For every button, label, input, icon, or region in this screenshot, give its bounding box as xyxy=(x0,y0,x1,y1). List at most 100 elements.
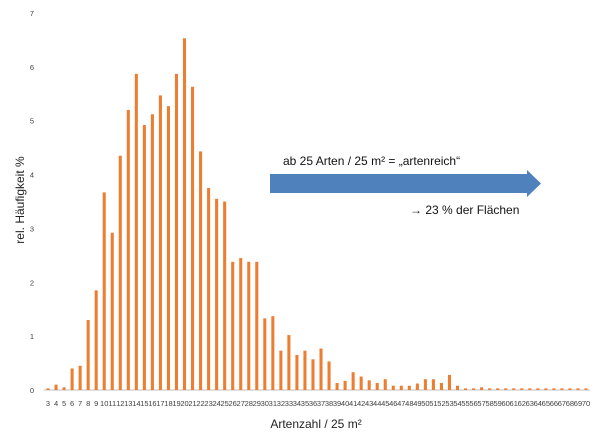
bar xyxy=(166,106,170,391)
bar xyxy=(512,388,516,390)
bar xyxy=(231,261,235,390)
bar xyxy=(375,382,379,390)
x-tick-label: 32 xyxy=(277,399,285,408)
bar xyxy=(359,376,363,390)
bar xyxy=(182,38,187,390)
bar xyxy=(78,365,82,390)
bar xyxy=(496,388,500,390)
bar xyxy=(552,388,556,390)
x-tick-label: 53 xyxy=(445,399,453,408)
bar xyxy=(447,374,452,390)
bar xyxy=(102,192,106,390)
x-tick-label: 57 xyxy=(477,399,485,408)
y-axis-ticks: 0 1 2 3 4 5 6 7 xyxy=(30,9,34,395)
x-tick-label: 14 xyxy=(132,399,140,408)
x-tick-label: 50 xyxy=(421,399,429,408)
bar xyxy=(528,388,532,390)
bar xyxy=(215,198,219,390)
bar xyxy=(423,379,427,390)
y-tick-label: 7 xyxy=(30,9,34,18)
bar xyxy=(455,385,460,390)
x-tick-label: 20 xyxy=(180,399,188,408)
bar xyxy=(407,385,411,390)
x-tick-label: 12 xyxy=(116,399,124,408)
x-tick-label: 55 xyxy=(461,399,469,408)
x-tick-label: 8 xyxy=(86,399,90,408)
threshold-annotation: ab 25 Arten / 25 m² = „artenreich“ xyxy=(283,154,460,168)
x-tick-label: 44 xyxy=(373,399,381,408)
bar xyxy=(584,388,588,390)
x-tick-label: 11 xyxy=(108,399,116,408)
x-tick-label: 63 xyxy=(526,399,534,408)
result-annotation: → 23 % der Flächen xyxy=(410,203,519,217)
x-tick-label: 26 xyxy=(229,399,237,408)
bar xyxy=(488,388,492,390)
x-tick-label: 15 xyxy=(140,399,148,408)
x-tick-label: 64 xyxy=(534,399,542,408)
bar xyxy=(327,361,331,390)
bar xyxy=(142,125,146,390)
bar xyxy=(126,109,130,390)
x-tick-label: 45 xyxy=(381,399,389,408)
x-tick-label: 60 xyxy=(502,399,510,408)
bar xyxy=(560,388,564,390)
bar xyxy=(335,382,339,390)
x-tick-label: 33 xyxy=(285,399,293,408)
bar xyxy=(311,359,315,390)
x-axis-title: Artenzahl / 25 m² xyxy=(270,417,361,431)
bar xyxy=(247,261,251,390)
x-tick-label: 52 xyxy=(437,399,445,408)
x-tick-label: 37 xyxy=(317,399,325,408)
bars xyxy=(46,38,588,391)
bar xyxy=(150,114,154,390)
x-tick-label: 58 xyxy=(485,399,493,408)
bar xyxy=(439,382,443,390)
x-tick-label: 17 xyxy=(156,399,164,408)
x-tick-label: 66 xyxy=(550,399,558,408)
bar xyxy=(94,290,98,390)
bar xyxy=(199,151,203,390)
bar xyxy=(279,350,283,390)
bar xyxy=(480,387,484,390)
bar xyxy=(54,384,58,390)
x-tick-label: 10 xyxy=(100,399,108,408)
bar xyxy=(134,73,138,390)
x-tick-label: 7 xyxy=(78,399,82,408)
x-tick-label: 36 xyxy=(309,399,317,408)
bar xyxy=(70,368,74,390)
bar xyxy=(431,379,435,390)
bar xyxy=(472,388,476,390)
bar xyxy=(568,388,572,390)
threshold-arrow xyxy=(270,170,541,197)
x-tick-label: 31 xyxy=(269,399,277,408)
bar xyxy=(576,388,580,390)
bar xyxy=(383,379,387,390)
x-tick-label: 39 xyxy=(333,399,341,408)
x-tick-label: 3 xyxy=(46,399,50,408)
x-tick-label: 40 xyxy=(341,399,349,408)
bar xyxy=(271,316,275,390)
bar xyxy=(110,232,114,390)
x-tick-label: 9 xyxy=(94,399,98,408)
bar xyxy=(287,335,291,390)
x-tick-label: 67 xyxy=(558,399,566,408)
x-tick-label: 48 xyxy=(405,399,413,408)
bar xyxy=(263,318,267,390)
bar xyxy=(343,380,347,390)
y-axis-title: rel. Häufigkeit % xyxy=(13,156,27,244)
bar xyxy=(391,385,395,390)
x-tick-label: 25 xyxy=(220,399,228,408)
x-tick-label: 5 xyxy=(62,399,66,408)
bar xyxy=(351,372,355,390)
x-tick-label: 70 xyxy=(582,399,590,408)
bar xyxy=(255,261,259,390)
bar xyxy=(464,388,468,390)
x-tick-label: 46 xyxy=(389,399,397,408)
x-tick-label: 42 xyxy=(357,399,365,408)
x-tick-label: 61 xyxy=(510,399,518,408)
bar xyxy=(367,380,371,390)
bar xyxy=(399,385,403,390)
x-tick-label: 27 xyxy=(237,399,245,408)
y-tick-label: 5 xyxy=(30,117,34,126)
x-tick-label: 24 xyxy=(212,399,220,408)
